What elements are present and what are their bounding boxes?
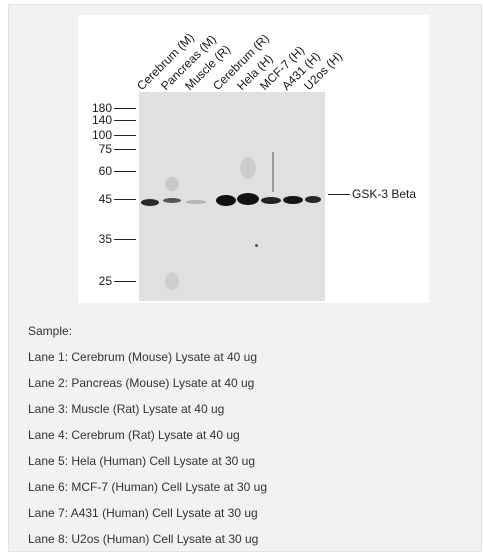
streak-lane-6 <box>272 152 274 192</box>
mw-tick-25 <box>114 281 136 282</box>
dot-lane-5 <box>255 244 258 247</box>
western-blot-figure: Cerebrum (M) Pancreas (M) Muscle (R) Cer… <box>78 15 429 303</box>
mw-label-25: 25 <box>98 274 112 288</box>
mw-tick-100 <box>114 135 136 136</box>
mw-label-140: 140 <box>91 113 112 127</box>
legend-lane-4: Lane 4: Cerebrum (Rat) Lysate at 40 ug <box>28 428 240 442</box>
smear-lane-2 <box>165 177 179 191</box>
legend-lane-8: Lane 8: U2os (Human) Cell Lysate at 30 u… <box>28 532 259 546</box>
legend-heading: Sample: <box>28 324 73 338</box>
smear-lane-5 <box>240 157 256 179</box>
smear-lane-2-low <box>165 272 179 290</box>
mw-label-60: 60 <box>98 164 112 178</box>
mw-tick-180 <box>114 108 136 109</box>
mw-tick-60 <box>114 171 136 172</box>
band-lane-7 <box>283 196 303 204</box>
legend-lane-5: Lane 5: Hela (Human) Cell Lysate at 30 u… <box>28 454 256 468</box>
band-lane-4 <box>216 195 236 206</box>
band-lane-8 <box>305 196 321 203</box>
mw-label-75: 75 <box>98 142 112 156</box>
band-lane-5 <box>237 193 259 205</box>
band-lane-2 <box>163 198 181 203</box>
mw-label-100: 100 <box>91 128 112 142</box>
figure-card: Cerebrum (M) Pancreas (M) Muscle (R) Cer… <box>8 4 482 552</box>
band-lane-6 <box>261 197 281 204</box>
legend-lane-2: Lane 2: Pancreas (Mouse) Lysate at 40 ug <box>28 376 255 390</box>
mw-label-180: 180 <box>91 101 112 115</box>
target-label: GSK-3 Beta <box>352 187 417 201</box>
mw-tick-140 <box>114 120 136 121</box>
legend-lane-6: Lane 6: MCF-7 (Human) Cell Lysate at 30 … <box>28 480 267 494</box>
mw-label-35: 35 <box>98 232 112 246</box>
sample-legend: Sample: Lane 1: Cerebrum (Mouse) Lysate … <box>28 323 468 557</box>
legend-lane-7: Lane 7: A431 (Human) Cell Lysate at 30 u… <box>28 506 258 520</box>
legend-lane-3: Lane 3: Muscle (Rat) Lysate at 40 ug <box>28 402 225 416</box>
mw-tick-45 <box>114 199 136 200</box>
band-lane-1 <box>141 199 159 206</box>
blot-membrane <box>139 92 325 301</box>
mw-tick-35 <box>114 239 136 240</box>
legend-lane-1: Lane 1: Cerebrum (Mouse) Lysate at 40 ug <box>28 350 258 364</box>
target-pointer-line <box>328 194 350 195</box>
mw-tick-75 <box>114 149 136 150</box>
band-lane-3 <box>186 200 206 204</box>
mw-label-45: 45 <box>98 192 112 206</box>
